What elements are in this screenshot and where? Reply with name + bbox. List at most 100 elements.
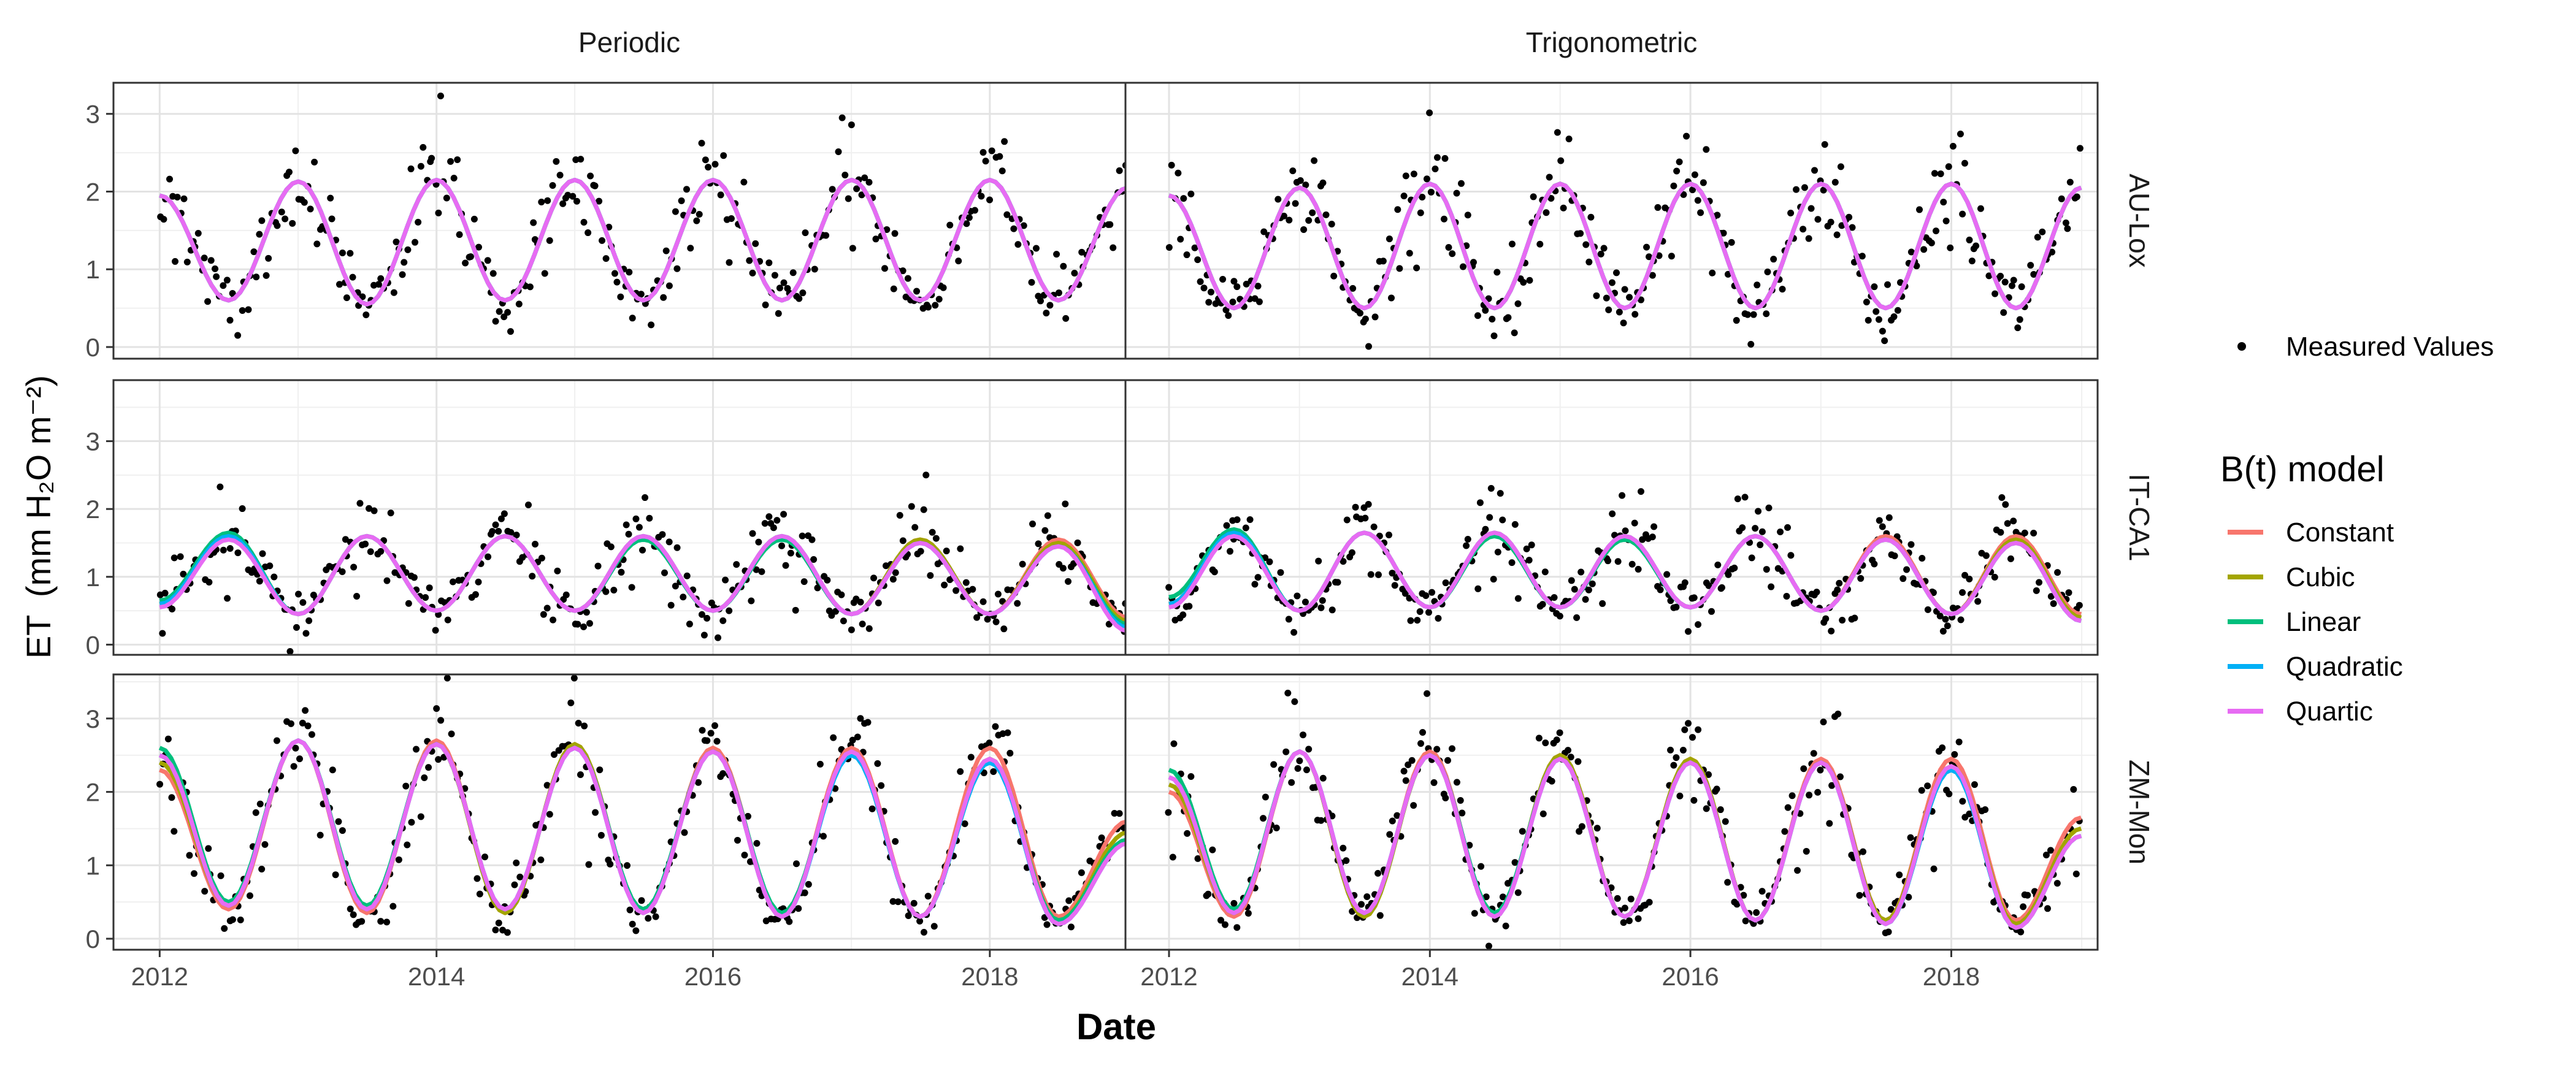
data-point <box>673 544 681 551</box>
data-point <box>1280 212 1287 219</box>
data-point <box>1116 167 1123 174</box>
data-point <box>1930 865 1938 872</box>
data-point <box>1260 228 1268 235</box>
data-point <box>1255 298 1263 305</box>
data-point <box>932 302 939 309</box>
data-point <box>171 828 178 835</box>
data-point <box>239 307 246 314</box>
data-point <box>771 272 778 279</box>
data-point <box>1490 576 1497 583</box>
data-point <box>1957 616 1965 624</box>
data-point <box>1765 504 1773 511</box>
data-point <box>172 258 179 265</box>
data-point <box>1951 750 1958 758</box>
data-point <box>299 719 306 727</box>
data-point <box>353 593 361 600</box>
data-point <box>1449 250 1456 258</box>
data-point <box>546 237 553 244</box>
data-point <box>513 859 520 866</box>
data-point <box>1170 740 1178 747</box>
data-point <box>1427 188 1435 196</box>
data-point <box>1787 552 1795 559</box>
data-point <box>1410 802 1417 809</box>
data-point <box>186 852 193 859</box>
data-point <box>1352 503 1359 511</box>
legend-item-label: Quartic <box>2286 697 2373 727</box>
data-point <box>1752 525 1759 532</box>
data-point <box>556 172 564 179</box>
legend-item-quartic: Quartic <box>2228 697 2373 727</box>
data-point <box>1757 541 1764 549</box>
data-point <box>637 291 645 298</box>
data-point <box>492 318 499 325</box>
data-point <box>848 626 855 633</box>
data-point <box>1230 899 1238 907</box>
data-point <box>492 926 499 934</box>
data-point <box>1000 625 1008 633</box>
data-point <box>252 809 259 816</box>
data-point <box>963 220 970 227</box>
data-point <box>1482 525 1489 533</box>
data-point <box>2049 248 2056 256</box>
data-point <box>2039 228 2046 235</box>
data-point <box>1417 209 1424 216</box>
data-point <box>1389 817 1396 825</box>
data-point <box>489 270 497 277</box>
data-point <box>1105 620 1113 628</box>
data-point <box>472 591 479 598</box>
data-point <box>957 768 964 775</box>
data-point <box>258 866 266 873</box>
data-point <box>881 265 889 272</box>
data-point <box>1275 196 1282 203</box>
data-point <box>1432 166 1439 173</box>
data-point <box>1486 514 1493 521</box>
data-point <box>358 918 366 925</box>
panel-border <box>1124 82 2099 360</box>
data-point <box>1928 239 1935 246</box>
data-point <box>857 715 864 722</box>
data-point <box>894 898 902 906</box>
data-point <box>1414 617 1421 624</box>
data-point <box>1285 616 1292 623</box>
data-point <box>1230 278 1238 285</box>
data-point <box>253 273 260 281</box>
data-point <box>1394 206 1401 213</box>
x-tick-label: 2016 <box>684 962 742 991</box>
data-point <box>967 754 975 761</box>
data-point <box>1379 258 1387 265</box>
data-point <box>1907 248 1915 256</box>
data-point <box>858 191 865 199</box>
data-point <box>726 607 733 614</box>
data-point <box>1741 494 1749 501</box>
data-point <box>1417 740 1425 747</box>
data-point <box>599 237 606 244</box>
data-point <box>550 616 557 624</box>
data-point <box>1998 494 2006 502</box>
data-point <box>1548 777 1555 785</box>
data-point <box>1695 726 1702 733</box>
data-point <box>1820 186 1827 194</box>
data-point <box>597 831 605 839</box>
data-point <box>1942 217 1950 224</box>
data-point <box>2014 324 2022 332</box>
data-point <box>973 614 981 621</box>
y-tick-label: 2 <box>86 778 100 807</box>
data-point <box>1587 213 1595 221</box>
data-point <box>1211 568 1218 576</box>
data-point <box>546 811 553 818</box>
data-point <box>1654 204 1662 211</box>
data-point <box>1724 879 1731 886</box>
data-point <box>1374 571 1382 578</box>
data-point <box>1944 622 1951 630</box>
data-point <box>1078 248 1086 256</box>
x-tick-label: 2018 <box>1923 962 1980 991</box>
data-point <box>1837 163 1844 170</box>
data-point <box>1511 521 1519 528</box>
data-point <box>1684 628 1692 635</box>
data-point <box>988 147 995 155</box>
data-point <box>683 186 691 193</box>
data-point <box>292 147 299 155</box>
data-point <box>1865 316 1872 324</box>
data-point <box>295 590 302 598</box>
